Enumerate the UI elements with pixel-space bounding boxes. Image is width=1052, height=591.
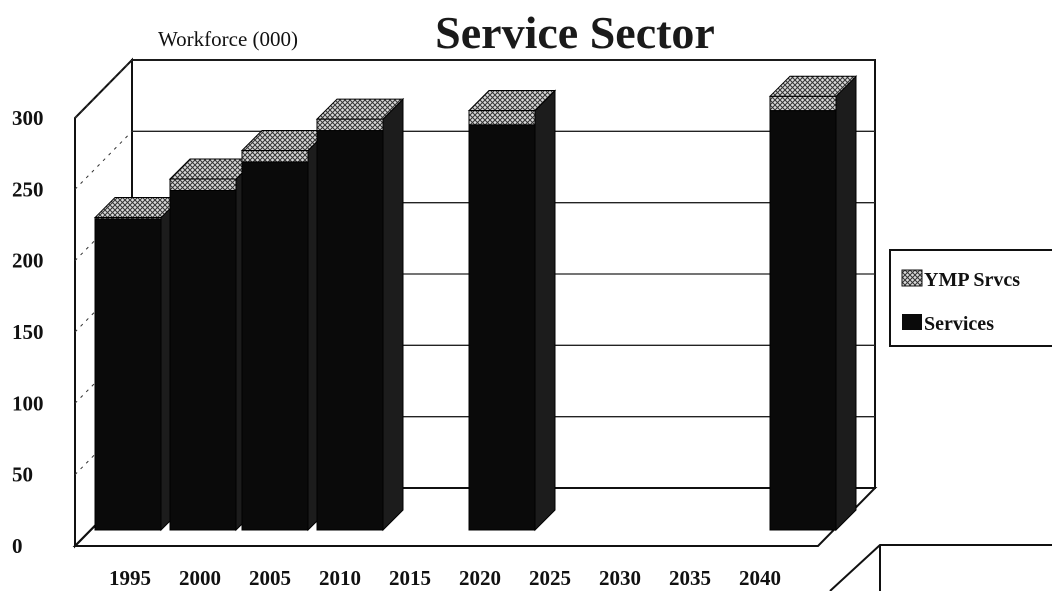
bar-1995 <box>93 196 183 532</box>
bar-services <box>316 130 384 531</box>
bar-ymp-srvcs <box>769 95 837 112</box>
bars <box>93 75 858 532</box>
bar-2005 <box>240 129 330 532</box>
legend-label-services: Services <box>924 313 994 335</box>
x-tick-label: 2030 <box>599 566 641 590</box>
bar-ymp-srvcs <box>316 118 384 132</box>
bar-services <box>169 189 237 531</box>
bar-services <box>769 110 837 531</box>
bar-side-face <box>835 75 857 532</box>
x-tick-label: 2020 <box>459 566 501 590</box>
x-tick-label: 2035 <box>669 566 711 590</box>
x-tick-label: 2025 <box>529 566 571 590</box>
bar-side-face <box>382 97 404 532</box>
bar-ymp-srvcs <box>241 150 309 163</box>
legend: YMP Srvcs Services <box>889 249 1052 347</box>
bar-2020 <box>467 89 557 532</box>
y-tick-label: 200 <box>12 249 44 273</box>
bar-ymp-srvcs <box>468 110 536 126</box>
x-tick-label: 1995 <box>109 566 151 590</box>
x-tick-label: 2005 <box>249 566 291 590</box>
y-tick-label: 150 <box>12 320 44 344</box>
bar-ymp-srvcs <box>169 178 237 191</box>
x-tick-label: 2010 <box>319 566 361 590</box>
chart-title: Service Sector <box>435 7 715 58</box>
bar-2010 <box>315 97 405 532</box>
bar-services <box>94 218 162 531</box>
x-tick-label: 2040 <box>739 566 781 590</box>
y-tick-label: 100 <box>12 391 44 415</box>
y-tick-label: 0 <box>12 534 23 558</box>
y-axis-ticks: 0 50 100 150 200 250 300 <box>12 106 44 558</box>
bar-2040 <box>768 75 858 532</box>
bar-services <box>241 161 309 531</box>
legend-swatch-ymp-srvcs <box>901 269 923 287</box>
gridline-side <box>74 59 133 119</box>
bar-top-face <box>315 98 405 120</box>
legend-swatch-services <box>902 314 922 330</box>
y-tick-label: 250 <box>12 177 44 201</box>
y-tick-label: 300 <box>12 106 44 130</box>
x-axis-ticks: 1995 2000 2005 2010 2015 2020 2025 2030 2035 2040 <box>109 566 781 590</box>
x-tick-label: 2015 <box>389 566 431 590</box>
x-tick-label: 2000 <box>179 566 221 590</box>
bar-top-face <box>768 75 858 97</box>
inset-panel-outline <box>829 544 1052 591</box>
legend-label-ymp-srvcs: YMP Srvcs <box>924 269 1020 291</box>
gridline-side <box>74 130 133 190</box>
bar-side-face <box>534 89 556 532</box>
bar-services <box>468 124 536 531</box>
y-axis-label: Workforce (000) <box>158 27 298 51</box>
bar-top-face <box>467 90 557 112</box>
y-tick-label: 50 <box>12 463 33 487</box>
